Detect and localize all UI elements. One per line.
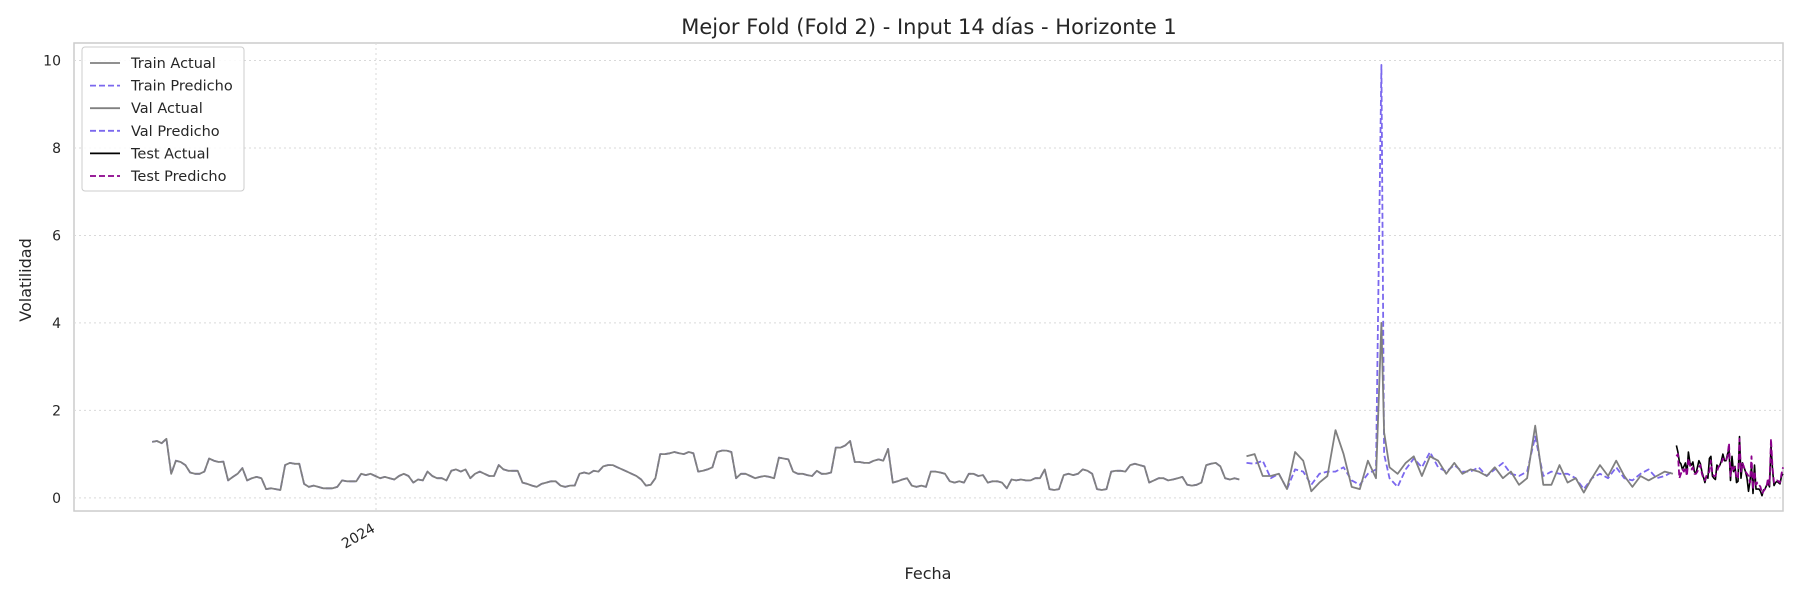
y-tick-label: 10 xyxy=(43,53,61,69)
y-tick-label: 0 xyxy=(52,491,61,507)
series-line-val-actual xyxy=(1246,322,1674,494)
legend-label-test-predicho: Test Predicho xyxy=(130,169,227,185)
legend-label-val-actual: Val Actual xyxy=(131,101,203,117)
legend-label-test-actual: Test Actual xyxy=(130,146,210,162)
series-layer xyxy=(152,64,1784,497)
x-axis-title: Fecha xyxy=(905,564,952,583)
legend-box xyxy=(81,46,245,192)
legend: Train Actual Train Predicho Val Actual Val … xyxy=(81,46,245,192)
y-tick-label: 4 xyxy=(52,316,61,332)
grid xyxy=(74,43,1783,511)
series-line-val-predicho xyxy=(1246,64,1674,490)
legend-label-train-predicho: Train Predicho xyxy=(130,79,233,95)
series-line-test-predicho xyxy=(1675,437,1784,495)
series-line-train-actual xyxy=(152,437,1240,491)
plot-area xyxy=(73,42,1784,512)
y-tick-label: 2 xyxy=(52,403,61,419)
legend-label-val-predicho: Val Predicho xyxy=(131,124,220,140)
y-tick-label: 8 xyxy=(52,141,61,157)
y-tick-label: 6 xyxy=(52,228,61,244)
plot-frame xyxy=(73,42,1784,512)
y-axis-ticks: 0 2 4 6 8 10 xyxy=(43,53,61,506)
y-axis-title: Volatilidad xyxy=(16,238,35,321)
legend-label-train-actual: Train Actual xyxy=(130,56,216,72)
chart-title: Mejor Fold (Fold 2) - Input 14 días - Ho… xyxy=(681,15,1177,39)
